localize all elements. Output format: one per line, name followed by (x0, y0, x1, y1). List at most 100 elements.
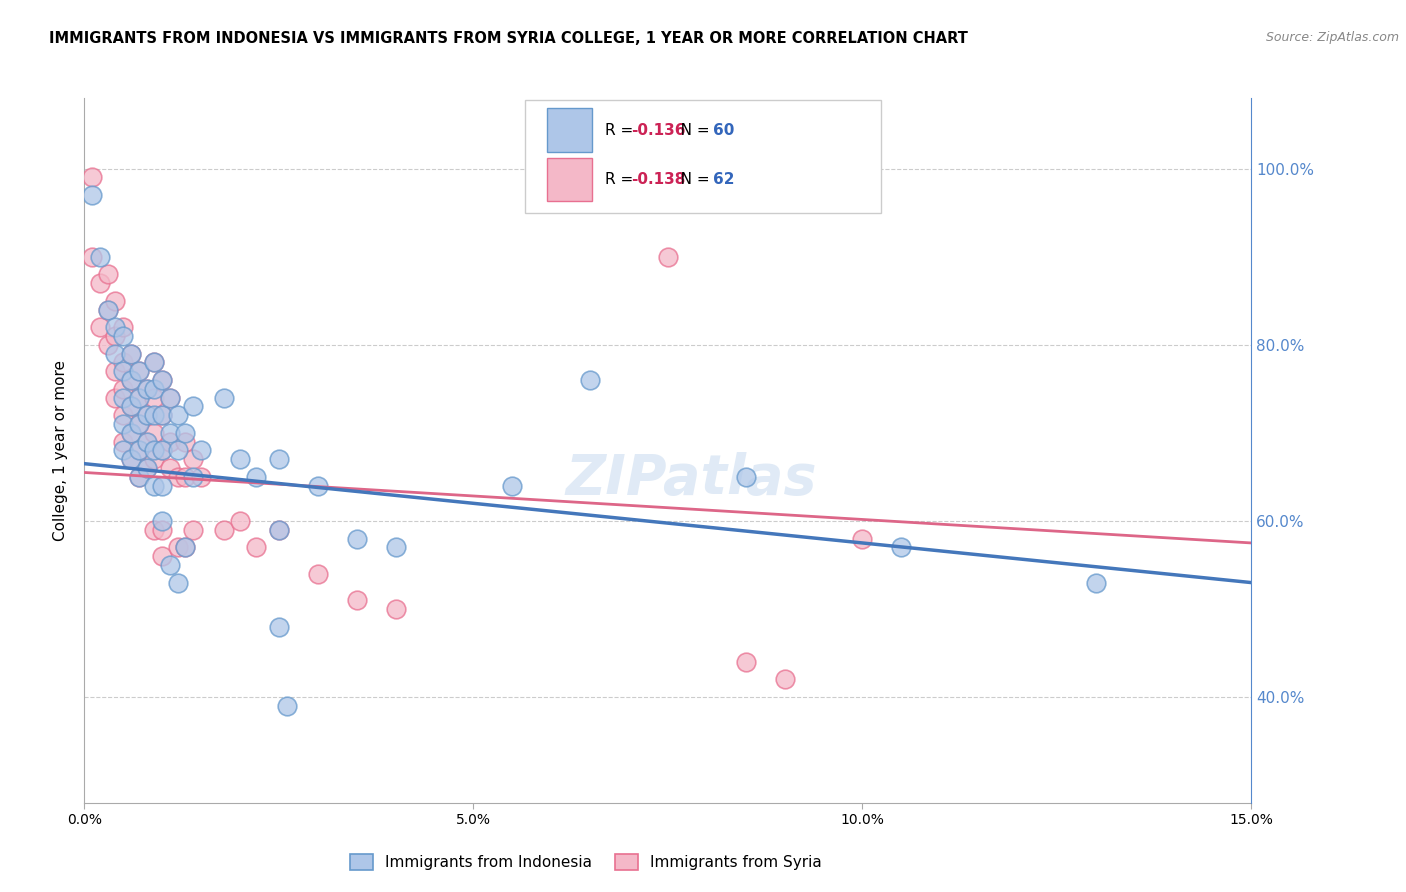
Point (166, 575, 188, 590)
Point (851, 532, 873, 546)
Point (890, 541, 912, 555)
Point (143, 355, 166, 369)
Point (143, 523, 166, 537)
Point (150, 514, 173, 528)
Point (97, 302, 120, 317)
Text: Source: ZipAtlas.com: Source: ZipAtlas.com (1265, 31, 1399, 45)
Point (501, 478, 523, 492)
Point (245, 470, 267, 484)
Text: R =: R = (605, 171, 638, 186)
Point (214, 523, 236, 537)
Point (128, 443, 150, 458)
Point (166, 443, 188, 458)
Point (112, 382, 135, 396)
Point (104, 329, 127, 343)
Y-axis label: College, 1 year or more: College, 1 year or more (53, 360, 69, 541)
Point (214, 391, 236, 405)
Point (174, 470, 197, 484)
Point (128, 364, 150, 378)
Point (143, 355, 166, 369)
Point (159, 434, 181, 449)
Point (166, 408, 188, 422)
Point (120, 400, 142, 414)
Point (97, 337, 120, 351)
Point (267, 452, 290, 467)
Text: N =: N = (666, 122, 714, 137)
Point (190, 443, 212, 458)
Point (150, 443, 173, 458)
Point (657, 250, 679, 264)
Point (150, 523, 173, 537)
Point (82, 188, 104, 202)
Text: IMMIGRANTS FROM INDONESIA VS IMMIGRANTS FROM SYRIA COLLEGE, 1 YEAR OR MORE CORRE: IMMIGRANTS FROM INDONESIA VS IMMIGRANTS … (49, 31, 969, 46)
Point (245, 541, 267, 555)
Point (112, 320, 135, 334)
Point (346, 593, 368, 607)
Point (229, 514, 252, 528)
Point (159, 558, 181, 572)
Point (82, 170, 104, 185)
Point (128, 470, 150, 484)
Point (128, 417, 150, 431)
Point (104, 364, 127, 378)
Point (128, 470, 150, 484)
Point (159, 391, 181, 405)
Point (150, 549, 173, 564)
Point (150, 373, 173, 387)
Point (181, 470, 204, 484)
Text: R =: R = (605, 122, 638, 137)
Point (174, 541, 197, 555)
Point (1084, 575, 1107, 590)
Text: -0.138: -0.138 (631, 171, 686, 186)
Point (104, 293, 127, 308)
Point (174, 425, 197, 440)
Point (143, 425, 166, 440)
Point (97, 302, 120, 317)
Point (104, 391, 127, 405)
Point (150, 373, 173, 387)
Point (267, 523, 290, 537)
Point (307, 478, 329, 492)
Point (166, 541, 188, 555)
Point (135, 434, 157, 449)
Point (346, 532, 368, 546)
Point (135, 382, 157, 396)
Point (120, 425, 142, 440)
Point (112, 443, 135, 458)
Point (135, 461, 157, 475)
Point (112, 417, 135, 431)
Point (120, 452, 142, 467)
Point (143, 391, 166, 405)
Point (120, 400, 142, 414)
Point (135, 382, 157, 396)
Point (143, 452, 166, 467)
Point (384, 541, 406, 555)
Point (128, 364, 150, 378)
Point (181, 452, 204, 467)
Point (135, 434, 157, 449)
Point (150, 478, 173, 492)
Point (104, 320, 127, 334)
Point (128, 417, 150, 431)
Point (120, 346, 142, 360)
Point (159, 425, 181, 440)
Point (307, 566, 329, 581)
Point (120, 373, 142, 387)
Point (143, 443, 166, 458)
Point (120, 425, 142, 440)
Point (150, 408, 173, 422)
Point (166, 470, 188, 484)
Point (120, 452, 142, 467)
Point (174, 434, 197, 449)
Point (120, 373, 142, 387)
Text: -0.136: -0.136 (631, 122, 686, 137)
Point (143, 408, 166, 422)
Point (159, 391, 181, 405)
Point (143, 382, 166, 396)
Point (128, 443, 150, 458)
Point (89, 250, 111, 264)
Point (267, 619, 290, 633)
Point (89, 320, 111, 334)
Point (128, 391, 150, 405)
Point (112, 434, 135, 449)
